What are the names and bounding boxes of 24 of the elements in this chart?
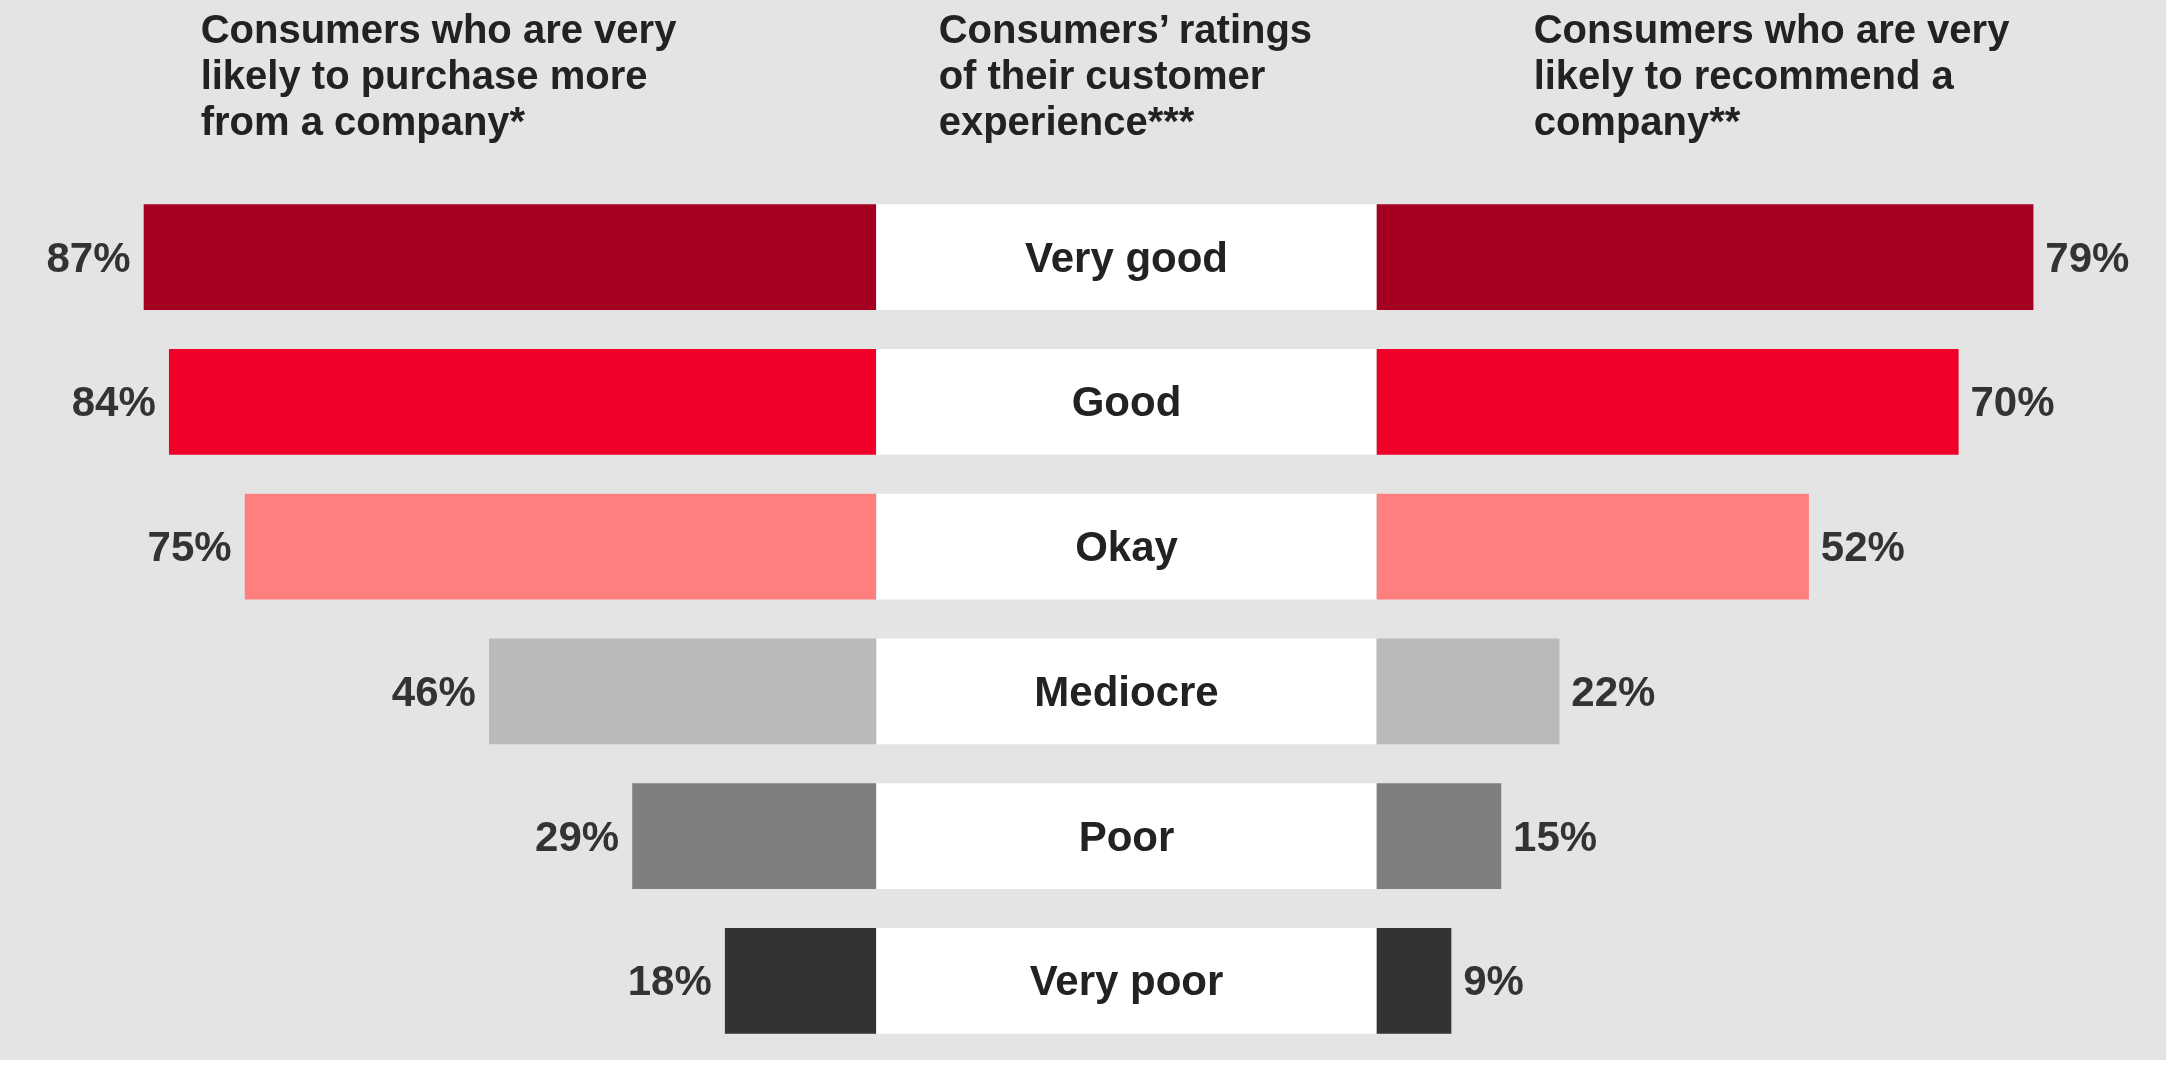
data-label: 84% xyxy=(71,378,156,426)
data-label: 18% xyxy=(627,957,712,1005)
bar xyxy=(1376,928,1452,1034)
data-label: 52% xyxy=(1820,523,1905,571)
category-label: Mediocre xyxy=(1034,667,1219,715)
data-label: 46% xyxy=(391,667,476,715)
text: Consumers’ ratings of their customer experience*** xyxy=(938,7,1313,144)
category-label: Okay xyxy=(1075,523,1179,571)
bar xyxy=(724,928,876,1034)
chart-title: Consumers who are very likely to recommend a company** xyxy=(1533,7,2011,144)
data-label: 22% xyxy=(1571,667,1656,715)
category-label: Very good xyxy=(1024,233,1229,281)
data-label: 29% xyxy=(535,812,620,860)
data-label: 79% xyxy=(2045,233,2130,281)
category-label: Poor xyxy=(1078,812,1175,860)
category-label: Very poor xyxy=(1029,957,1224,1005)
data-label: 70% xyxy=(1970,378,2055,426)
data-label: 87% xyxy=(46,233,131,281)
chart-title: Consumers who are very likely to purchase more from a company* xyxy=(200,7,678,144)
data-label: 9% xyxy=(1463,957,1524,1005)
bar xyxy=(1376,783,1502,889)
data-label: 75% xyxy=(147,523,232,571)
category-label: Good xyxy=(1071,378,1182,426)
data-label: 15% xyxy=(1513,812,1598,860)
